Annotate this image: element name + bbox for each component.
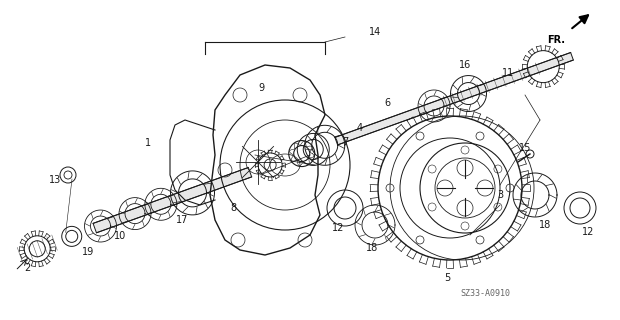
Text: 11: 11 — [502, 68, 514, 78]
Text: 16: 16 — [459, 60, 471, 70]
Text: 1: 1 — [145, 138, 151, 148]
Text: FR.: FR. — [547, 35, 565, 45]
Text: 12: 12 — [582, 227, 594, 237]
Text: 2: 2 — [24, 263, 30, 273]
Text: 5: 5 — [444, 273, 450, 283]
Text: 15: 15 — [519, 143, 531, 153]
Text: 4: 4 — [357, 123, 363, 133]
Polygon shape — [335, 52, 574, 145]
Text: 18: 18 — [366, 243, 378, 253]
Text: 19: 19 — [82, 247, 94, 257]
Text: 10: 10 — [114, 231, 126, 241]
Text: 3: 3 — [497, 190, 503, 200]
Text: SZ33-A0910: SZ33-A0910 — [460, 289, 510, 298]
Text: 12: 12 — [332, 223, 344, 233]
Text: 8: 8 — [230, 203, 236, 213]
Text: 18: 18 — [539, 220, 551, 230]
Text: 14: 14 — [369, 27, 381, 37]
Text: 13: 13 — [49, 175, 61, 185]
Text: 9: 9 — [258, 83, 264, 93]
Polygon shape — [93, 167, 252, 233]
Text: 7: 7 — [342, 137, 348, 147]
Text: 6: 6 — [384, 98, 390, 108]
Text: 17: 17 — [176, 215, 188, 225]
